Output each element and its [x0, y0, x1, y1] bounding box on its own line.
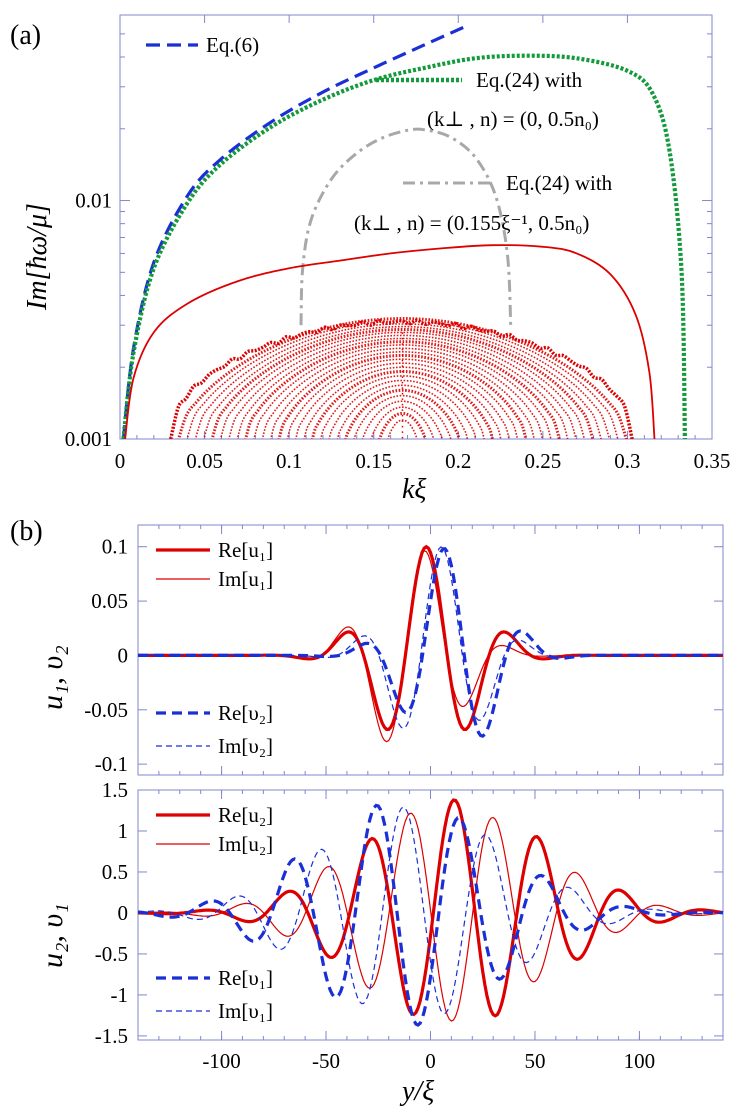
a-legend-label-eq24a: Eq.(24) with [476, 68, 583, 92]
b-bottom-legend-label-bottom: Im[υ₁] [218, 999, 273, 1023]
b-bottom-series-3 [137, 806, 723, 1015]
b-top-legend-label-top: Im[u₁] [218, 567, 273, 591]
a-red-arc [295, 362, 510, 439]
a-xtick-label: 0.1 [276, 449, 302, 473]
b-bottom-xtick-label: -100 [202, 1049, 241, 1073]
a-red-arc [253, 344, 552, 439]
a-legend-sub-eq24b: (k⊥ , n) = (0.155ξ⁻¹, 0.5n₀) [354, 211, 589, 235]
a-red-arc [361, 400, 444, 439]
b-bottom-ytick-label: -1.5 [95, 1024, 128, 1048]
a-red-arc [328, 379, 477, 439]
a-red-arc [320, 375, 485, 439]
b-top-ytick-label: 0 [118, 643, 129, 667]
b-bottom-series-1 [137, 812, 724, 1022]
a-legend-sub-eq24a: (k⊥ , n) = (0, 0.5n₀) [427, 107, 599, 131]
a-red-arc [378, 411, 427, 439]
a-red-arc [203, 325, 602, 439]
a-xtick-label: 0.25 [524, 449, 561, 473]
a-legend-label-eq24b: Eq.(24) with [506, 171, 613, 195]
a-red-arc [236, 337, 569, 439]
b-bottom-ytick-label: 1 [118, 819, 129, 843]
a-xtick-label: 0.35 [694, 449, 731, 473]
a-red-arc [194, 323, 611, 439]
b-bottom-legend-label-bottom: Re[υ₁] [218, 966, 273, 990]
a-red-arc [244, 340, 561, 439]
a-red-arc [186, 320, 619, 439]
b-top-ytick-label: -0.1 [95, 752, 128, 776]
panel-a-label: (a) [10, 20, 41, 51]
a-red-arc [303, 366, 502, 439]
panel-b-label: (b) [10, 516, 43, 547]
a-xtick-label: 0 [115, 449, 126, 473]
a-red-arc [269, 350, 535, 439]
b-bottom-xtick-label: -50 [312, 1049, 340, 1073]
a-ytick-label: 0.01 [75, 189, 112, 213]
b-bottom-ytick-label: 1.5 [102, 778, 128, 802]
a-red-arc [311, 369, 494, 439]
panel-a-xlabel: kξ [402, 474, 426, 505]
a-red-arc [387, 419, 418, 439]
panel-a-chart: 0 0.05 0.1 0.15 0.2 0.25 0.3 0.35 0.001 0.01 kξ I… [22, 14, 731, 505]
b-top-legend-label-bottom: Im[υ₂] [218, 734, 273, 758]
panel-b-bottom-chart: 1.5 1 0.5 0 -0.5 -1 -1.5 -100 -50 0 50 100 u₂, υ₁ y… [36, 778, 724, 1107]
a-series-1 [121, 53, 687, 439]
b-top-legend-label-top: Re[u₁] [218, 538, 273, 562]
a-red-arc [344, 388, 461, 439]
panel-b-top-chart: 0.1 0.05 0 -0.05 -0.1 u₁, υ₂ Re[u₁] Im[u₁] Re[… [36, 524, 724, 776]
panel-a-frame [119, 14, 713, 440]
b-bottom-ytick-label: 0.5 [102, 860, 128, 884]
b-bottom-xtick-label: 100 [624, 1049, 656, 1073]
a-red-arc [286, 358, 519, 439]
a-red-arc [336, 384, 469, 439]
a-red-arc [261, 347, 544, 439]
a-legend-label-eq6: Eq.(6) [206, 33, 259, 57]
a-xtick-label: 0.3 [614, 449, 640, 473]
panel-b-bottom-ylabel: u₂, υ₁ [36, 903, 69, 968]
a-xtick-label: 0.05 [186, 449, 223, 473]
a-series-3 [124, 244, 656, 439]
a-xtick-label: 0.15 [355, 449, 392, 473]
panel-b-top-ylabel: u₁, υ₂ [36, 645, 69, 710]
b-bottom-ytick-label: -1 [111, 983, 129, 1007]
b-bottom-xtick-label: 0 [425, 1049, 436, 1073]
a-xtick-label: 0.2 [445, 449, 471, 473]
a-red-arc [177, 316, 628, 439]
a-red-arcs [177, 316, 628, 439]
a-red-arc [353, 394, 452, 439]
b-bottom-ytick-label: -0.5 [95, 942, 128, 966]
a-red-arc [219, 331, 586, 439]
b-top-ytick-label: -0.05 [84, 698, 128, 722]
b-top-series-2 [138, 547, 723, 738]
b-bottom-series-0 [138, 798, 724, 1018]
b-bottom-series-2 [137, 803, 724, 1027]
b-bottom-legend-label-top: Im[u₂] [218, 832, 273, 856]
panel-a-ylabel: Im[ħω/μ] [22, 203, 53, 311]
b-bottom-legend-label-top: Re[u₂] [218, 803, 273, 827]
a-ytick-label: 0.001 [65, 427, 112, 451]
b-top-series-3 [138, 546, 723, 730]
a-series-2 [299, 127, 513, 326]
b-top-legend-label-bottom: Re[υ₂] [218, 701, 273, 725]
panel-b-xlabel: y/ξ [399, 1076, 434, 1107]
a-red-envelope [168, 318, 634, 439]
b-bottom-ytick-label: 0 [118, 901, 129, 925]
a-red-arc [210, 328, 595, 439]
a-red-arc [370, 406, 435, 439]
b-top-ytick-label: 0.1 [102, 535, 128, 559]
b-top-ytick-label: 0.05 [91, 589, 128, 613]
b-bottom-xtick-label: 50 [524, 1049, 545, 1073]
